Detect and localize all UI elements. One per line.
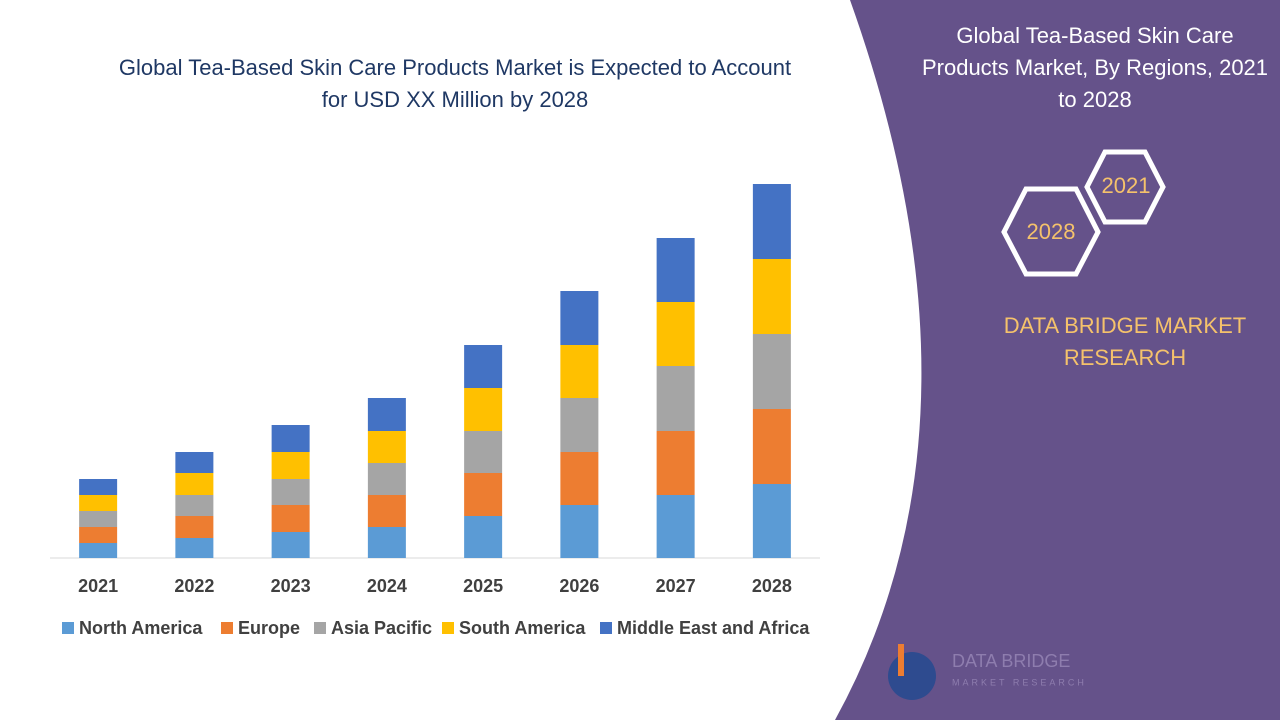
x-tick-label: 2021: [78, 576, 118, 596]
bar-segment: [175, 538, 214, 558]
legend-label: Asia Pacific: [331, 618, 432, 638]
bar-segment: [752, 259, 791, 334]
x-tick-label: 2028: [752, 576, 792, 596]
bar-segment: [367, 495, 406, 527]
legend-label: Middle East and Africa: [617, 618, 810, 638]
bar-segment: [464, 431, 503, 473]
bar-segment: [464, 516, 503, 558]
hexagon: [1001, 186, 1101, 277]
bar-segment: [79, 495, 118, 511]
title-box: Global Tea-Based Skin Care Products Mark…: [118, 55, 792, 112]
bar-segment: [79, 479, 118, 495]
bar-segment: [175, 473, 214, 495]
bar-segment: [560, 291, 599, 345]
bar-segment: [656, 302, 695, 366]
legend-swatch: [314, 622, 326, 634]
bar-segment: [560, 398, 599, 452]
brand-box: DATA BRIDGE MARKET RESEARCH: [1003, 313, 1247, 370]
hexagon: [1084, 149, 1166, 225]
bar-segment: [752, 184, 791, 259]
x-tick-label: 2023: [271, 576, 311, 596]
bar-segment: [656, 238, 695, 302]
panel-title: Global Tea-Based Skin Care Products Mark…: [921, 23, 1269, 112]
x-tick-label: 2026: [559, 576, 599, 596]
bar-segment: [464, 473, 503, 516]
logo-sub: MARKET RESEARCH: [952, 677, 1087, 687]
bar-segment: [367, 463, 406, 495]
bar-segment: [79, 527, 118, 543]
hex-label: 2021: [1102, 173, 1151, 198]
bar-segment: [271, 425, 310, 452]
legend-swatch: [62, 622, 74, 634]
x-tick-label: 2027: [656, 576, 696, 596]
bar-segment: [367, 431, 406, 463]
x-tick-label: 2022: [174, 576, 214, 596]
bar-segment: [464, 388, 503, 431]
bar-segment: [560, 345, 599, 398]
bar-segment: [367, 398, 406, 431]
bar-segment: [560, 505, 599, 558]
bar-segment: [271, 505, 310, 532]
side-panel: [835, 0, 1280, 720]
bar-segment: [271, 532, 310, 558]
bar-segment: [656, 495, 695, 558]
logo-icon: [898, 644, 904, 676]
legend-swatch: [600, 622, 612, 634]
logo-icon: [888, 652, 936, 700]
bar-segment: [656, 431, 695, 495]
legend-swatch: [221, 622, 233, 634]
legend-swatch: [442, 622, 454, 634]
bar-segment: [367, 527, 406, 558]
bar-segment: [752, 409, 791, 484]
bar-segment: [656, 366, 695, 431]
bar-segment: [79, 543, 118, 558]
legend-label: South America: [459, 618, 586, 638]
x-tick-label: 2024: [367, 576, 407, 596]
logo-name: DATA BRIDGE: [952, 651, 1070, 671]
bar-segment: [560, 452, 599, 505]
bar-segment: [752, 484, 791, 558]
brand: DATA BRIDGE MARKET RESEARCH: [1003, 313, 1247, 370]
hex-label: 2028: [1027, 219, 1076, 244]
bar-segment: [464, 345, 503, 388]
bar-segment: [271, 452, 310, 479]
panel-title-box: Global Tea-Based Skin Care Products Mark…: [921, 23, 1269, 112]
bar-segment: [175, 495, 214, 516]
bar-segment: [79, 511, 118, 527]
x-tick-label: 2025: [463, 576, 503, 596]
bar-segment: [271, 479, 310, 505]
bar-segment: [752, 334, 791, 409]
legend-label: Europe: [238, 618, 300, 638]
bar-segment: [175, 516, 214, 538]
legend-label: North America: [79, 618, 203, 638]
bar-segment: [175, 452, 214, 473]
chart-title: Global Tea-Based Skin Care Products Mark…: [118, 55, 792, 112]
